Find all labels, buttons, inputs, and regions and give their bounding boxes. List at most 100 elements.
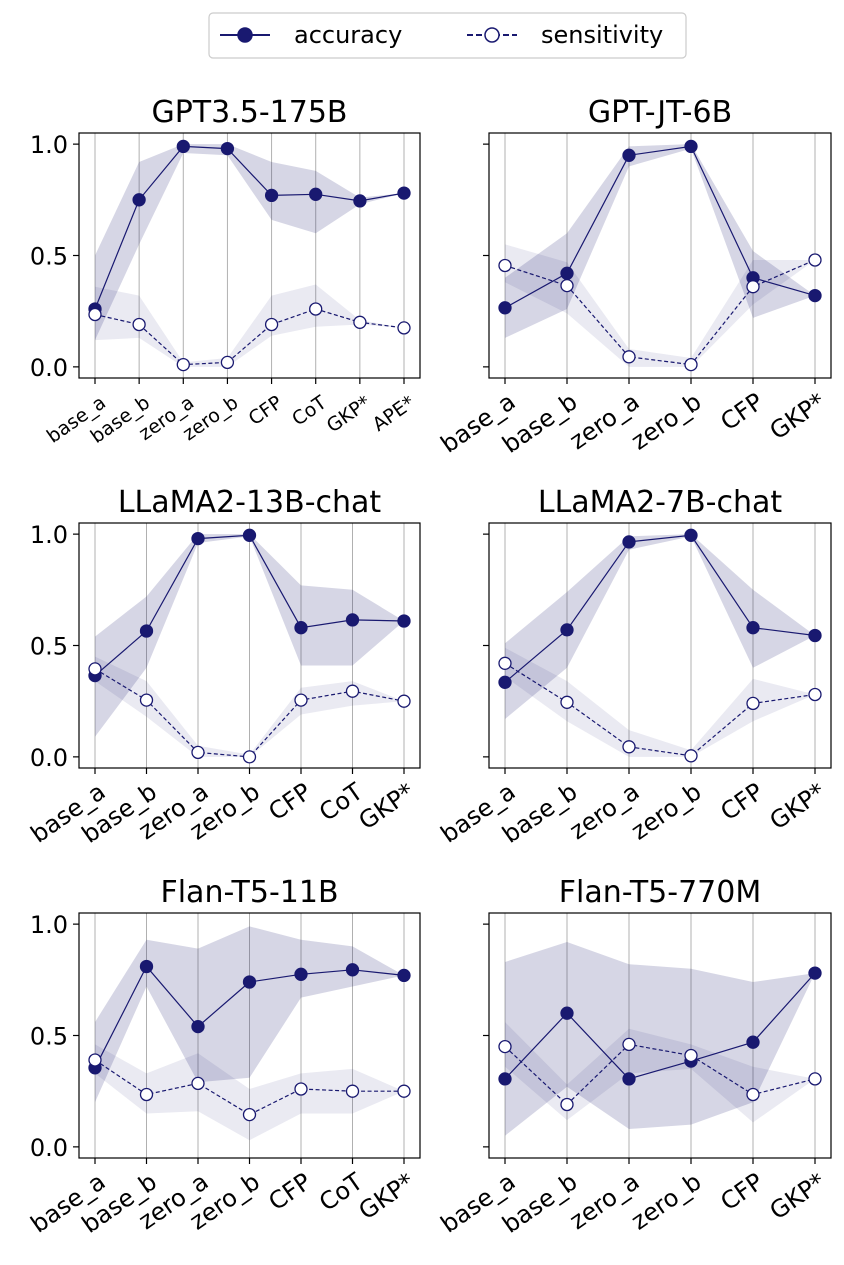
sensitivity-point xyxy=(88,1053,102,1067)
accuracy-point xyxy=(294,621,308,635)
sensitivity-point xyxy=(132,317,146,332)
xtick-label: CFP xyxy=(716,387,769,436)
accuracy-point xyxy=(560,623,574,637)
xtick-label: GKP* xyxy=(765,387,831,445)
accuracy-point xyxy=(498,1072,512,1086)
sensitivity-point xyxy=(176,357,190,372)
xtick-label: zero_a xyxy=(564,1167,644,1235)
accuracy-point xyxy=(220,141,235,156)
sensitivity-point xyxy=(622,350,636,364)
chart-panel-2: LLaMA2-13B-chat0.00.51.0base_abase_bzero… xyxy=(26,485,421,849)
ytick-label: 1.0 xyxy=(30,521,68,549)
sensitivity-line xyxy=(504,662,816,757)
sensitivity-point xyxy=(746,1087,760,1102)
xtick-label: zero_a xyxy=(564,777,644,845)
sensitivity-line xyxy=(504,1043,816,1106)
accuracy-line xyxy=(504,972,816,1080)
chart-title: GPT-JT-6B xyxy=(588,95,732,130)
sensitivity-point xyxy=(294,693,308,707)
chart-title: GPT3.5-175B xyxy=(151,95,347,130)
sensitivity-point xyxy=(498,1039,512,1054)
legend-accuracy-marker xyxy=(237,27,253,43)
accuracy-line xyxy=(504,145,816,309)
accuracy-point xyxy=(345,963,360,977)
ytick-label: 0.0 xyxy=(30,744,68,772)
xtick-label: GKP* xyxy=(354,777,420,835)
xtick-label: GKP* xyxy=(323,392,375,438)
sensitivity-band xyxy=(95,656,404,757)
legend: accuracy sensitivity xyxy=(208,12,687,59)
accuracy-point xyxy=(345,613,360,627)
sensitivity-point xyxy=(560,278,574,293)
accuracy-point xyxy=(808,966,822,980)
accuracy-point xyxy=(622,148,636,162)
sensitivity-point xyxy=(560,695,574,709)
sensitivity-point xyxy=(220,355,235,370)
chart-title: LLaMA2-13B-chat xyxy=(118,485,382,520)
sensitivity-band xyxy=(95,1044,404,1141)
xtick-label: CFP xyxy=(245,392,287,430)
accuracy-point xyxy=(139,959,154,974)
ytick-label: 0.0 xyxy=(30,354,68,382)
sensitivity-line xyxy=(504,259,816,366)
sensitivity-point xyxy=(139,1087,154,1102)
accuracy-point xyxy=(264,188,279,203)
ytick-label: 0.5 xyxy=(30,243,68,271)
accuracy-point xyxy=(498,301,512,315)
legend-sensitivity-marker xyxy=(484,27,500,43)
legend-frame xyxy=(208,12,687,59)
sensitivity-point xyxy=(808,253,822,267)
accuracy-point xyxy=(622,535,636,549)
accuracy-point xyxy=(684,528,698,542)
sensitivity-point xyxy=(353,315,367,329)
ytick-label: 0.0 xyxy=(30,1134,68,1162)
accuracy-point xyxy=(397,614,411,628)
sensitivity-point xyxy=(622,740,636,754)
ytick-label: 1.0 xyxy=(30,911,68,939)
accuracy-point xyxy=(684,139,698,154)
xtick-label: CFP xyxy=(716,1167,769,1216)
sensitivity-point xyxy=(294,1082,308,1096)
accuracy-point xyxy=(176,139,190,154)
accuracy-point xyxy=(808,288,822,303)
xtick-label: CFP xyxy=(264,1167,317,1216)
accuracy-point xyxy=(191,1019,205,1034)
accuracy-point xyxy=(191,531,205,546)
accuracy-band xyxy=(505,942,815,1136)
sensitivity-point xyxy=(139,693,154,707)
sensitivity-point xyxy=(498,258,512,273)
sensitivity-band xyxy=(505,647,815,757)
sensitivity-point xyxy=(397,321,411,335)
legend-sensitivity-label: sensitivity xyxy=(541,21,663,49)
accuracy-point xyxy=(294,967,308,981)
accuracy-band xyxy=(95,926,404,1103)
xtick-label: GKP* xyxy=(765,777,831,835)
sensitivity-point xyxy=(746,696,760,711)
sensitivity-point xyxy=(397,694,411,708)
sensitivity-point xyxy=(684,749,698,763)
xtick-label: CoT xyxy=(288,391,331,430)
sensitivity-point xyxy=(264,317,279,332)
xtick-label: zero_a xyxy=(564,387,644,455)
accuracy-point xyxy=(560,266,574,280)
accuracy-point xyxy=(498,675,512,689)
xtick-label: zero_b xyxy=(626,777,706,845)
chart-title: Flan-T5-770M xyxy=(559,875,761,910)
sensitivity-point xyxy=(191,1076,205,1091)
sensitivity-point xyxy=(684,1048,698,1063)
sensitivity-point xyxy=(191,745,205,760)
ytick-label: 1.0 xyxy=(30,131,68,159)
accuracy-point xyxy=(242,528,257,542)
accuracy-point xyxy=(242,975,257,989)
sensitivity-point xyxy=(622,1037,636,1052)
chart-panel-0: GPT3.5-175B0.00.51.0base_abase_bzero_aze… xyxy=(30,95,421,448)
chart-title: LLaMA2-7B-chat xyxy=(538,485,783,520)
sensitivity-point xyxy=(808,687,822,702)
accuracy-point xyxy=(397,968,411,983)
xtick-label: APE* xyxy=(369,392,419,436)
sensitivity-line xyxy=(94,308,405,366)
sensitivity-point xyxy=(498,656,512,670)
xtick-label: GKP* xyxy=(765,1167,831,1225)
